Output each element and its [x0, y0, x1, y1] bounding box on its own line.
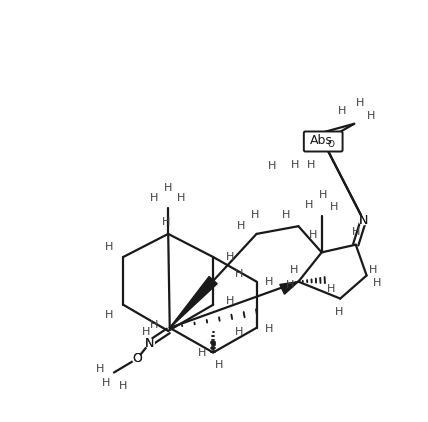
Text: H: H	[309, 230, 317, 241]
Text: H: H	[119, 381, 128, 391]
Text: H: H	[291, 160, 300, 170]
Text: H: H	[355, 98, 364, 108]
Text: H: H	[105, 242, 113, 252]
Text: H: H	[96, 364, 104, 373]
Text: H: H	[198, 348, 206, 358]
Text: H: H	[105, 310, 113, 320]
Polygon shape	[170, 276, 217, 328]
Text: H: H	[306, 160, 315, 170]
Text: H: H	[373, 278, 382, 288]
Text: H: H	[351, 227, 360, 237]
Text: N: N	[359, 214, 368, 227]
Text: H: H	[150, 320, 158, 330]
Text: O: O	[327, 140, 334, 149]
Text: H: H	[143, 327, 151, 337]
Text: H: H	[335, 308, 343, 317]
Text: H: H	[235, 327, 244, 337]
Text: H: H	[251, 210, 259, 219]
Text: H: H	[338, 106, 346, 116]
Text: H: H	[305, 200, 313, 210]
Text: H: H	[319, 190, 327, 200]
Text: H: H	[369, 265, 377, 275]
Text: N: N	[359, 214, 368, 227]
Text: H: H	[177, 193, 186, 203]
Circle shape	[133, 354, 142, 363]
Text: H: H	[226, 252, 235, 262]
Text: H: H	[214, 360, 223, 370]
Text: N: N	[145, 337, 154, 350]
Text: Abs: Abs	[310, 134, 333, 147]
Text: H: H	[330, 202, 338, 212]
Text: H: H	[327, 284, 335, 294]
Text: H: H	[162, 216, 170, 227]
Text: H: H	[235, 269, 244, 279]
Text: H: H	[150, 193, 158, 203]
Text: O: O	[132, 352, 142, 365]
Text: O: O	[132, 352, 142, 365]
Text: H: H	[268, 161, 276, 171]
Text: H: H	[237, 221, 245, 231]
Text: H: H	[226, 296, 235, 306]
Polygon shape	[280, 281, 298, 294]
Circle shape	[145, 338, 154, 348]
Text: H: H	[265, 277, 273, 287]
Circle shape	[359, 215, 368, 225]
Text: N: N	[145, 337, 154, 350]
Text: H: H	[102, 378, 110, 388]
Text: H: H	[367, 111, 375, 121]
Text: H: H	[265, 325, 273, 334]
Text: H: H	[290, 265, 298, 275]
Text: H: H	[285, 281, 294, 290]
Text: H: H	[282, 210, 290, 219]
Text: H: H	[164, 183, 172, 193]
FancyBboxPatch shape	[304, 132, 342, 151]
